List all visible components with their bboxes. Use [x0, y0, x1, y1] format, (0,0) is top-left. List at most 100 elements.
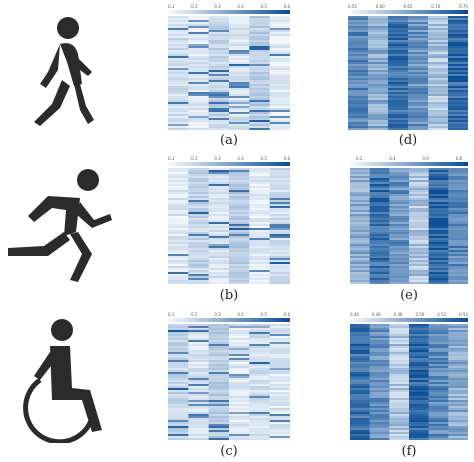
heatmap-cell [249, 354, 270, 357]
heatmap-cell [208, 196, 230, 199]
heatmap-cell [388, 58, 409, 61]
heatmap-cell [448, 250, 468, 253]
heatmap-cell [389, 268, 410, 271]
heatmap-cell [229, 66, 250, 69]
heatmap-cell [249, 114, 270, 117]
heatmap-cell [168, 82, 189, 85]
heatmap-cell [269, 216, 290, 219]
heatmap-cell [448, 254, 468, 257]
heatmap-cell [229, 338, 250, 341]
heatmap-cell [428, 50, 449, 53]
heatmap-cell [249, 34, 270, 37]
heatmap-cell [389, 340, 410, 343]
heatmap-cell [168, 382, 189, 385]
heatmap-cell [168, 362, 189, 365]
colorbar-swatch [224, 10, 230, 14]
heatmap-cell [369, 206, 390, 209]
heatmap-cell [229, 124, 250, 127]
heatmap-cell [348, 60, 369, 63]
heatmap-cell [389, 418, 410, 421]
colorbar-swatch [237, 318, 242, 322]
heatmap-cell [348, 102, 369, 105]
heatmap-cell [269, 250, 290, 253]
heatmap-cell [448, 100, 468, 103]
heatmap-cell [229, 250, 250, 253]
heatmap-cell [388, 76, 409, 79]
heatmap-cell [208, 46, 230, 49]
heatmap-cell [168, 336, 189, 339]
heatmap-cell [428, 426, 449, 429]
heatmap-cell [369, 198, 390, 201]
heatmap-cell [428, 416, 449, 419]
heatmap-cell [188, 416, 209, 419]
heatmap-cell [229, 372, 250, 375]
heatmap-cell [269, 22, 290, 25]
heatmap-cell [208, 96, 230, 99]
heatmap-cell [408, 78, 429, 81]
heatmap-cell [409, 188, 429, 191]
heatmap-cell [188, 272, 209, 275]
heatmap-cell [409, 400, 429, 403]
colorbar-swatch [444, 318, 449, 322]
heatmap-cell [269, 408, 290, 411]
heatmap-cell [208, 72, 230, 75]
heatmap-cell [188, 76, 209, 79]
heatmap-cell [348, 110, 369, 113]
heatmap-cell [408, 92, 429, 95]
heatmap-cell [369, 260, 390, 263]
heatmap-cell [350, 326, 370, 329]
heatmap-cell [208, 274, 230, 277]
colorbar-swatch [261, 318, 267, 322]
heatmap-cell [408, 86, 429, 89]
heatmap-cell [168, 378, 189, 381]
heatmap-cell [369, 398, 390, 401]
heatmap-cell [448, 126, 468, 129]
heatmap-cell [269, 374, 290, 377]
heatmap-cell [168, 88, 189, 91]
heatmap-cell [188, 396, 209, 399]
heatmap-cell [188, 408, 209, 411]
heatmap-cell [208, 54, 230, 57]
heatmap-cell [188, 370, 209, 373]
heatmap-cell [369, 412, 390, 415]
heatmap-cell [168, 168, 189, 171]
colorbar-swatch [436, 162, 441, 166]
heatmap-cell [208, 220, 230, 223]
heatmap-cell [448, 40, 468, 43]
heatmap-cell [369, 392, 390, 395]
heatmap-cell [389, 324, 410, 327]
heatmap-cell [368, 76, 389, 79]
heatmap-cell [188, 424, 209, 427]
heatmap-cell [388, 30, 409, 33]
heatmap-cell [208, 98, 230, 101]
heatmap-cell [208, 126, 230, 129]
heatmap-cell [448, 188, 468, 191]
heatmap-cell [208, 40, 230, 43]
heatmap-cell [249, 218, 270, 221]
heatmap-cell [428, 244, 449, 247]
heatmap-cell [208, 276, 230, 279]
heatmap-cell [388, 24, 409, 27]
heatmap-cell [368, 52, 389, 55]
heatmap-cell [350, 418, 370, 421]
heatmap-cell [208, 270, 230, 273]
heatmap-cell [388, 50, 409, 53]
heatmap-cell [428, 44, 449, 47]
colorbar-swatch [269, 162, 275, 166]
heatmap-cell [389, 206, 410, 209]
heatmap-cell [208, 202, 230, 205]
heatmap-cell [269, 82, 290, 85]
heatmap-cell [350, 268, 370, 271]
heatmap-cell [269, 96, 290, 99]
heatmap-cell [369, 352, 390, 355]
heatmap-cell [350, 214, 370, 217]
heatmap-cell [428, 266, 449, 269]
heatmap-cell [188, 126, 209, 129]
colorbar-swatch [373, 162, 379, 166]
heatmap-cell [369, 196, 390, 199]
heatmap-cell [168, 106, 189, 109]
colorbar-swatch [369, 162, 375, 166]
heatmap-cell [428, 378, 449, 381]
colorbar-swatch [237, 162, 242, 166]
heatmap-cell [409, 280, 429, 283]
